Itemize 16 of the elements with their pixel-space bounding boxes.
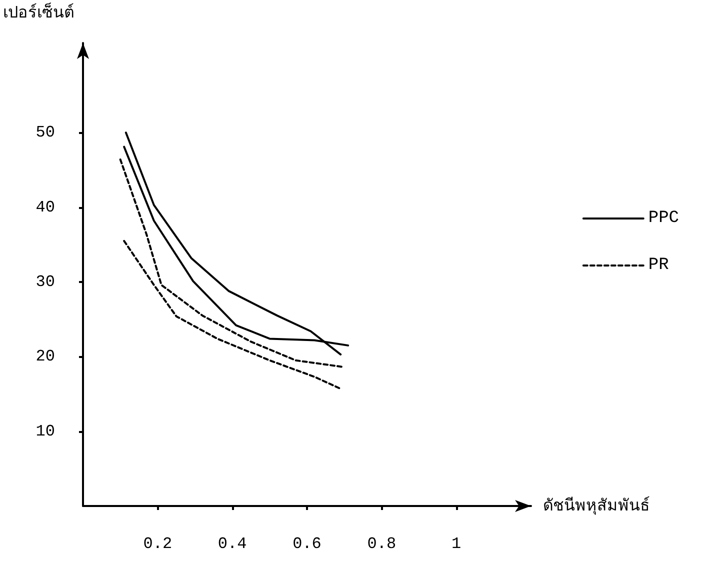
- y-axis-title: เปอร์เซ็นต์: [3, 2, 74, 22]
- x-tick-label: 0.8: [367, 535, 396, 553]
- line-series: [119, 158, 346, 368]
- y-tick-label: 20: [36, 348, 55, 366]
- x-tick-label: 0.4: [218, 535, 247, 553]
- x-axis-title: ดัชนีพหุสัมพันธ์: [543, 496, 650, 516]
- legend-label: PR: [648, 256, 669, 275]
- y-tick-label: 50: [36, 124, 55, 142]
- legend-label: PPC: [648, 209, 680, 228]
- y-tick-label: 40: [36, 198, 55, 216]
- line-series: [123, 240, 342, 390]
- x-tick-label: 0.6: [292, 535, 322, 553]
- x-tick-label: 0.2: [143, 535, 172, 553]
- y-tick-label: 10: [36, 422, 55, 440]
- x-tick-label: 1: [452, 535, 462, 553]
- y-tick-label: 30: [36, 272, 55, 291]
